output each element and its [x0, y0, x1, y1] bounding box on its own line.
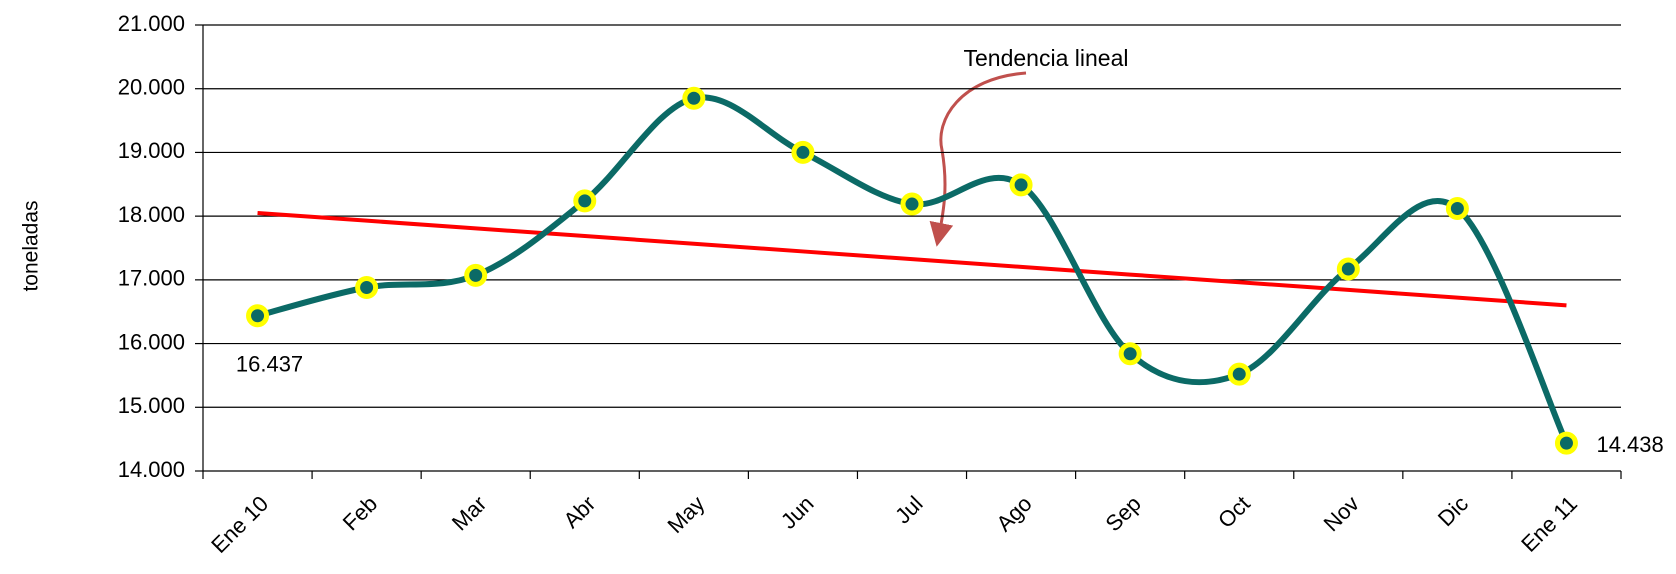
x-tick-label: Oct [1213, 491, 1255, 533]
y-tick-label: 18.000 [118, 202, 185, 227]
data-label: 14.438 [1596, 432, 1663, 457]
x-tick-label: Abr [559, 491, 601, 533]
marker [1445, 196, 1469, 220]
data-label: 16.437 [236, 352, 303, 377]
marker [1554, 431, 1578, 455]
marker [573, 189, 597, 213]
annotation: Tendencia lineal [964, 45, 1129, 71]
y-tick-label: 17.000 [118, 266, 185, 291]
x-tick-label: Jun [776, 491, 819, 534]
annotation-arrow [929, 71, 1027, 247]
marker [1336, 257, 1360, 281]
x-tick-label: Ago [991, 491, 1036, 536]
marker [246, 304, 270, 328]
x-tick-label: Ene 10 [206, 491, 273, 558]
y-tick-label: 19.000 [118, 138, 185, 163]
y-tick-label: 14.000 [118, 457, 185, 482]
marker [355, 276, 379, 300]
trend-line [257, 210, 1567, 308]
marker [1227, 362, 1251, 386]
series-line [254, 94, 1570, 447]
x-tick-label: Nov [1319, 491, 1364, 536]
x-tick-label: Sep [1100, 491, 1145, 536]
marker [791, 140, 815, 164]
x-tick-label: Ene 11 [1516, 491, 1582, 557]
y-tick-label: 21.000 [118, 11, 185, 36]
marker [682, 86, 706, 110]
x-tick-label: Dic [1433, 491, 1473, 531]
marker [1118, 342, 1142, 366]
marker [1009, 173, 1033, 197]
marker [464, 263, 488, 287]
x-tick-label: Mar [447, 491, 491, 535]
marker [900, 192, 924, 216]
y-tick-label: 20.000 [118, 75, 185, 100]
y-axis-label: toneladas [20, 200, 43, 291]
x-tick-label: May [662, 491, 709, 538]
x-tick-label: Jul [890, 491, 928, 529]
x-tick-label: Feb [338, 491, 382, 535]
y-tick-label: 15.000 [118, 393, 185, 418]
y-tick-label: 16.000 [118, 329, 185, 354]
